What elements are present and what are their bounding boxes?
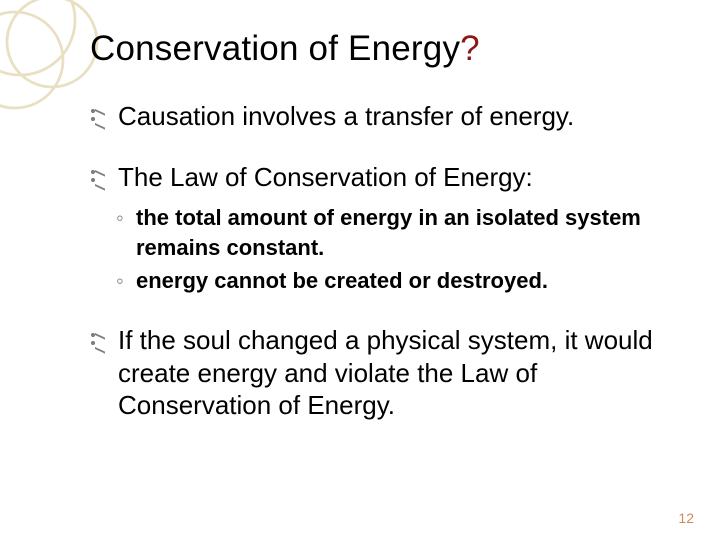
page-number: 12 <box>678 510 694 526</box>
bullet-soul: If the soul changed a physical system, i… <box>90 324 660 422</box>
title-question-mark: ? <box>460 29 480 68</box>
slide-title: Conservation of Energy? <box>90 28 660 70</box>
slide-body: Conservation of Energy? Causation involv… <box>0 0 720 540</box>
law-sub-list: the total amount of energy in an isolate… <box>116 203 660 296</box>
law-sub-item-1: the total amount of energy in an isolate… <box>116 203 660 262</box>
title-text: Conservation of Energy <box>90 29 460 68</box>
bullet-law-intro: The Law of Conservation of Energy: <box>90 161 660 194</box>
bullet-causation: Causation involves a transfer of energy. <box>90 100 660 133</box>
law-sub-item-2: energy cannot be created or destroyed. <box>116 266 660 296</box>
